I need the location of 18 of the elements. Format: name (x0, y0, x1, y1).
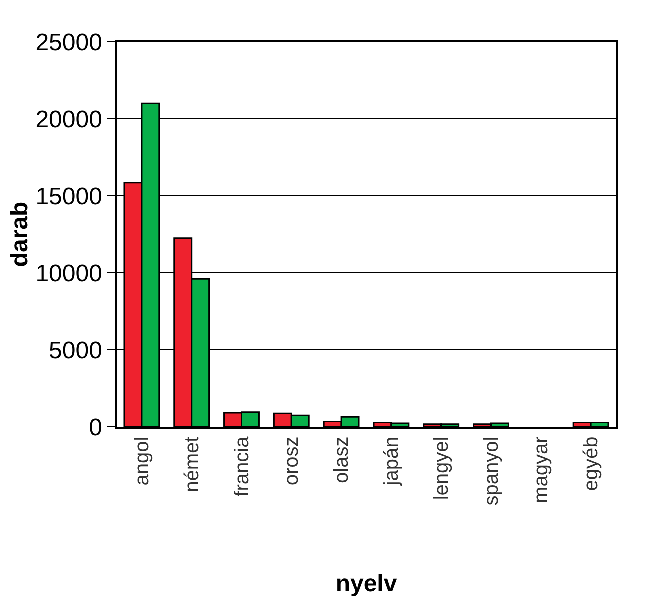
x-tick-label: japán (380, 436, 403, 487)
y-tick-label: 0 (89, 414, 102, 442)
y-axis-title: darab (6, 202, 34, 268)
x-tick-label: német (181, 436, 204, 492)
x-tick-label: lengyel (430, 436, 453, 500)
x-axis-title: nyelv (336, 570, 398, 598)
x-tick-label: magyar (530, 436, 553, 504)
x-tick-label: egyéb (580, 436, 603, 492)
x-tick-label: francia (231, 436, 254, 497)
y-tick-label: 5000 (49, 337, 102, 364)
y-tick-label: 25000 (36, 29, 102, 56)
x-tick-label: angol (131, 436, 154, 486)
y-tick-label: 15000 (36, 183, 102, 210)
y-tick-label: 10000 (36, 260, 102, 288)
y-tick-label: 20000 (36, 106, 102, 134)
x-tick-label: olasz (331, 436, 354, 484)
x-tick-label: orosz (281, 436, 304, 486)
x-tick-label: spanyol (480, 436, 503, 506)
